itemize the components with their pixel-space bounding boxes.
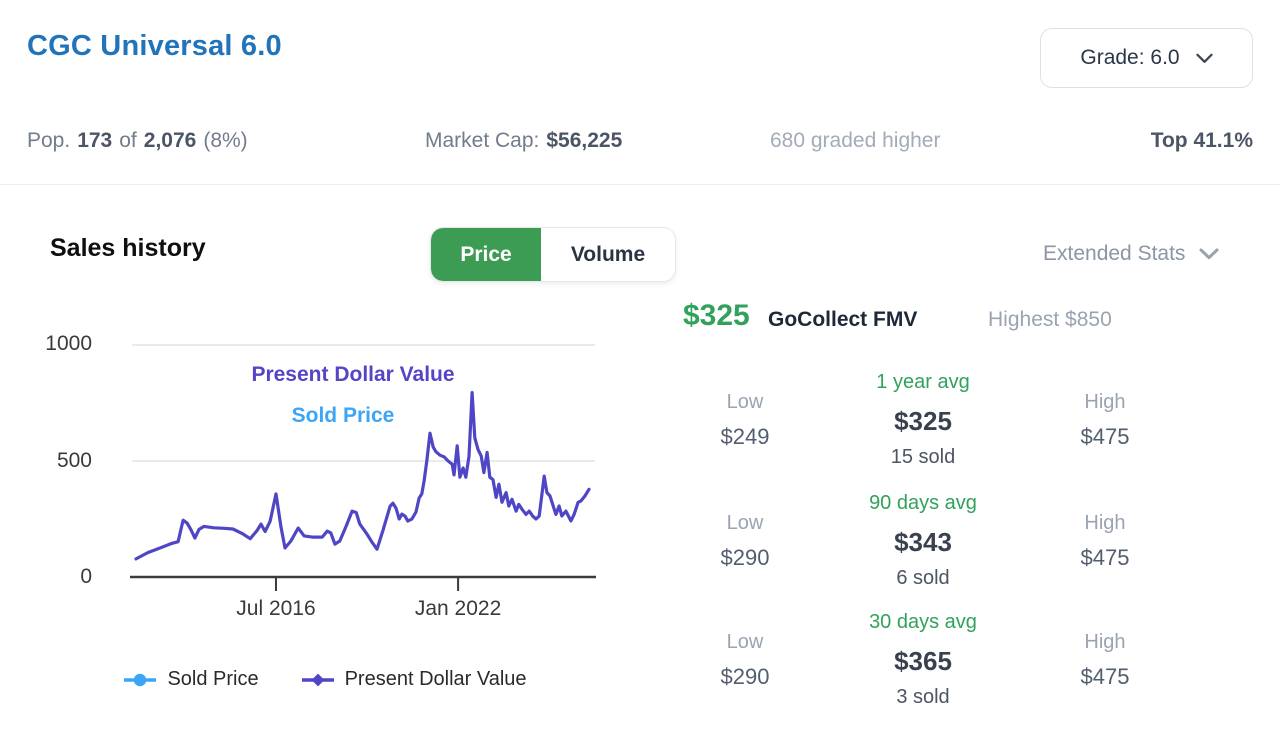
chevron-down-icon <box>1195 53 1213 63</box>
high-stat: High $475 <box>1080 631 1130 689</box>
population-stat: Pop. 173 of 2,076 (8%) <box>27 129 248 153</box>
top-percent-stat: Top 41.1% <box>1150 129 1253 152</box>
market-cap-label: Market Cap: <box>425 129 540 152</box>
tab-price[interactable]: Price <box>431 228 541 281</box>
high-stat: High $475 <box>1080 391 1130 449</box>
avg-stat: 1 year avg $325 15 sold <box>823 371 1023 469</box>
market-cap-stat: Market Cap: $56,225 <box>425 129 622 153</box>
sold-price-marker-icon <box>124 673 157 686</box>
tab-volume[interactable]: Volume <box>541 228 675 281</box>
avg-stat: 30 days avg $365 3 sold <box>823 611 1023 709</box>
pop-label: Pop. <box>27 129 71 152</box>
y-axis-tick-500: 500 <box>56 449 92 472</box>
x-axis-tick-jul-2016: Jul 2016 <box>236 597 316 620</box>
section-divider <box>0 184 1280 185</box>
highest-sale: Highest $850 <box>988 308 1112 331</box>
stat-row-30-days: Low $290 30 days avg $365 3 sold High $4… <box>680 611 1240 711</box>
market-cap-value: $56,225 <box>546 129 623 152</box>
stat-row-1-year: Low $249 1 year avg $325 15 sold High $4… <box>680 371 1240 471</box>
legend-item-sold-price[interactable]: Sold Price <box>123 668 259 691</box>
sales-history-heading: Sales history <box>50 234 206 262</box>
page-title: CGC Universal 6.0 <box>27 30 282 62</box>
annotation-present-dollar-value: Present Dollar Value <box>251 363 455 386</box>
sold-count: 3 sold <box>896 686 950 708</box>
low-stat: Low $249 <box>720 391 770 449</box>
fmv-value: $325 <box>683 299 750 332</box>
y-axis-tick-0: 0 <box>80 565 92 588</box>
legend-item-present-dollar-value[interactable]: Present Dollar Value <box>301 668 527 691</box>
graded-higher-stat: 680 graded higher <box>770 129 941 152</box>
low-stat: Low $290 <box>720 512 770 570</box>
high-stat: High $475 <box>1080 512 1130 570</box>
fmv-label: GoCollect FMV <box>768 308 918 331</box>
pop-of: of <box>119 129 137 152</box>
extended-stats-label: Extended Stats <box>1043 242 1186 265</box>
chart-legend: Sold Price Present Dollar Value <box>40 668 610 691</box>
stat-bar: Pop. 173 of 2,076 (8%) Market Cap: $56,2… <box>0 129 1280 159</box>
sold-count: 6 sold <box>896 567 950 589</box>
price-volume-toggle: Price Volume <box>430 227 676 282</box>
annotation-sold-price: Sold Price <box>291 404 395 427</box>
pop-count: 173 <box>77 129 113 152</box>
sold-count: 15 sold <box>890 446 956 468</box>
chevron-down-icon <box>1199 248 1219 260</box>
avg-stat: 90 days avg $343 6 sold <box>823 492 1023 590</box>
grade-dropdown-label: Grade: 6.0 <box>1080 46 1180 69</box>
grade-dropdown[interactable]: Grade: 6.0 <box>1040 28 1253 88</box>
x-axis-tick-jan-2022: Jan 2022 <box>414 597 502 620</box>
y-axis-tick-1000: 1000 <box>45 332 92 355</box>
pop-percent: (8%) <box>203 129 248 152</box>
present-dollar-value-marker-icon <box>301 673 334 686</box>
pop-total: 2,076 <box>143 129 197 152</box>
extended-stats-button[interactable]: Extended Stats <box>1037 241 1225 267</box>
stat-row-90-days: Low $290 90 days avg $343 6 sold High $4… <box>680 492 1240 592</box>
low-stat: Low $290 <box>720 631 770 689</box>
sales-history-chart[interactable] <box>130 335 597 625</box>
